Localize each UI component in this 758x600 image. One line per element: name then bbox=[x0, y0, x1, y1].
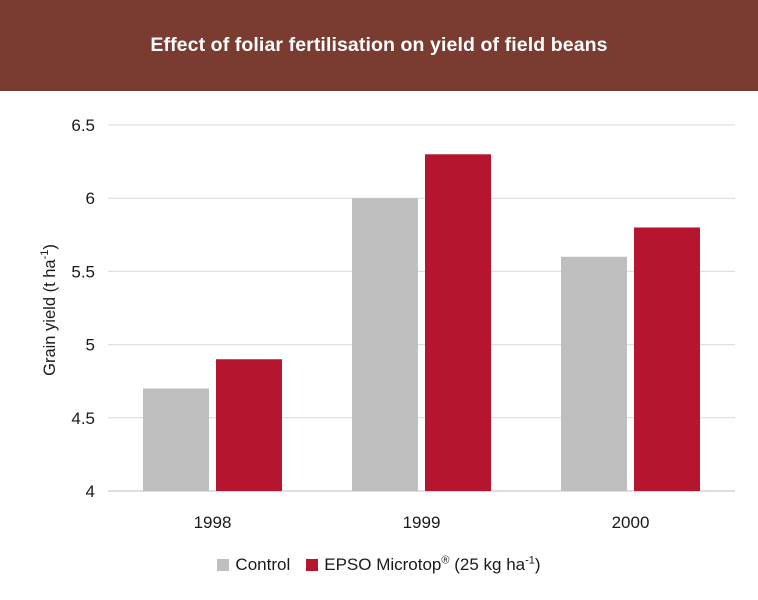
legend: Control EPSO Microtop® (25 kg ha-1) bbox=[0, 552, 758, 578]
x-axis-ticks: 1998 1999 2000 bbox=[194, 513, 650, 532]
bar-epso-1998 bbox=[216, 359, 282, 491]
bar-epso-2000 bbox=[634, 227, 700, 492]
y-axis-title-main: Grain yield (t ha bbox=[41, 259, 59, 376]
legend-item-control: Control bbox=[217, 555, 290, 575]
chart-header: Effect of foliar fertilisation on yield … bbox=[0, 0, 758, 91]
legend-swatch-epso bbox=[306, 559, 319, 571]
gridlines bbox=[108, 124, 735, 492]
y-axis-title: Grain yield (t ha-1) bbox=[39, 244, 59, 376]
y-tick-label: 6.5 bbox=[71, 116, 95, 135]
x-tick-label: 2000 bbox=[612, 513, 650, 532]
y-axis-ticks: 4 4.5 5 5.5 6 6.5 bbox=[71, 116, 95, 501]
y-tick-label: 6 bbox=[86, 189, 95, 208]
bar-epso-1999 bbox=[425, 154, 491, 491]
y-tick-label: 4 bbox=[86, 482, 95, 501]
legend-swatch-control bbox=[217, 559, 230, 571]
y-tick-label: 5 bbox=[86, 336, 95, 355]
x-tick-label: 1999 bbox=[403, 513, 441, 532]
bars bbox=[143, 154, 700, 492]
bar-control-1998 bbox=[143, 388, 209, 491]
chart-title: Effect of foliar fertilisation on yield … bbox=[150, 34, 608, 56]
legend-label-epso: EPSO Microtop® (25 kg ha-1) bbox=[324, 554, 541, 574]
y-axis-title-sup: -1 bbox=[39, 250, 51, 260]
y-tick-label: 5.5 bbox=[71, 262, 95, 281]
y-tick-label: 4.5 bbox=[71, 409, 95, 428]
x-tick-label: 1998 bbox=[194, 513, 232, 532]
legend-item-epso: EPSO Microtop® (25 kg ha-1) bbox=[306, 554, 541, 575]
legend-label-control: Control bbox=[235, 555, 291, 574]
bar-control-1999 bbox=[352, 198, 418, 491]
bar-control-2000 bbox=[561, 256, 627, 491]
y-axis-title-close: ) bbox=[41, 244, 59, 250]
